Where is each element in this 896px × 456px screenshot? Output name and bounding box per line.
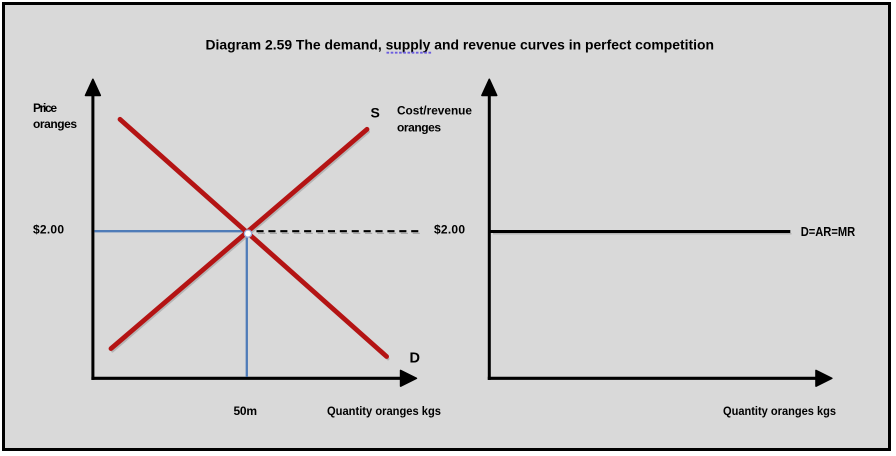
svg-text:Quantity oranges kgs: Quantity oranges kgs xyxy=(327,404,441,418)
svg-text:Quantity oranges kgs: Quantity oranges kgs xyxy=(723,404,836,418)
svg-text:Price: Price xyxy=(33,101,57,115)
svg-text:Diagram 2.59 The demand, suppl: Diagram 2.59 The demand, supply and reve… xyxy=(206,37,715,53)
svg-text:50m: 50m xyxy=(234,404,258,418)
svg-text:$2.00: $2.00 xyxy=(33,223,64,237)
svg-text:Cost/revenue: Cost/revenue xyxy=(397,104,472,118)
svg-text:oranges: oranges xyxy=(397,121,441,135)
svg-text:D: D xyxy=(410,351,420,367)
svg-text:$2.00: $2.00 xyxy=(434,223,465,237)
svg-text:S: S xyxy=(371,105,380,121)
svg-text:D=AR=MR: D=AR=MR xyxy=(801,224,856,239)
svg-text:oranges: oranges xyxy=(33,117,77,131)
